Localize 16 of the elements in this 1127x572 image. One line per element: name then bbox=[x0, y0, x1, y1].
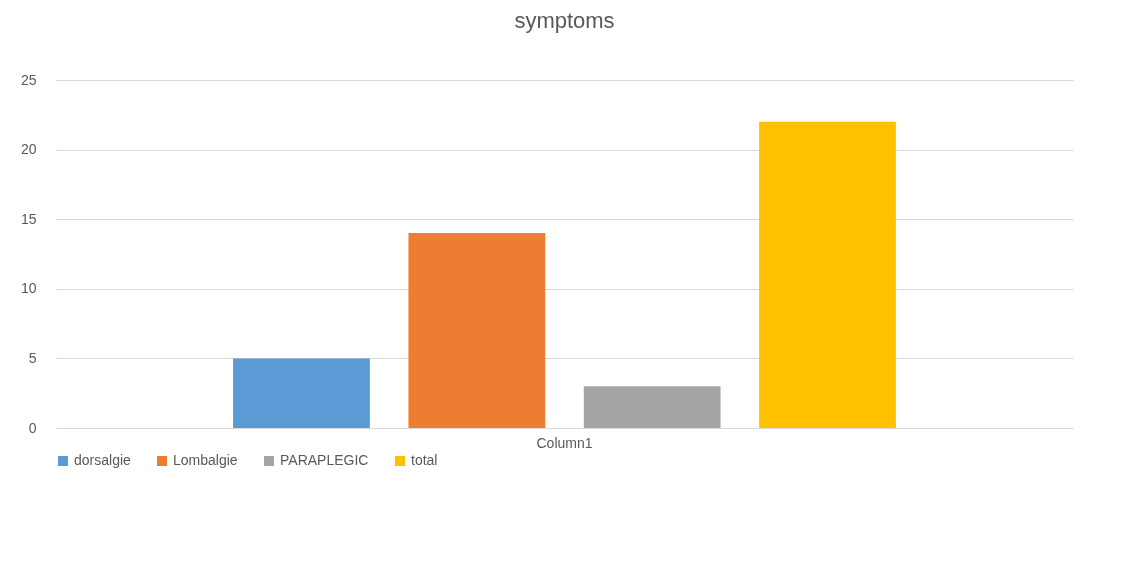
bar bbox=[583, 386, 721, 428]
bar bbox=[408, 233, 546, 428]
y-tick-label: 25 bbox=[20, 71, 37, 88]
legend-label: dorsalgie bbox=[74, 452, 132, 468]
bar bbox=[233, 358, 370, 428]
legend-label: Lombalgie bbox=[173, 452, 238, 468]
chart-title: symptoms bbox=[514, 8, 615, 33]
legend-label: total bbox=[411, 452, 438, 468]
y-tick-label: 5 bbox=[28, 349, 37, 366]
y-tick-label: 20 bbox=[20, 141, 37, 158]
y-tick-label: 0 bbox=[28, 419, 37, 436]
y-tick-label: 15 bbox=[20, 210, 37, 227]
bar bbox=[759, 121, 896, 428]
x-tick-label: Column1 bbox=[536, 434, 593, 451]
y-tick-label: 10 bbox=[20, 280, 37, 297]
legend-label: PARAPLEGIC bbox=[280, 452, 369, 468]
